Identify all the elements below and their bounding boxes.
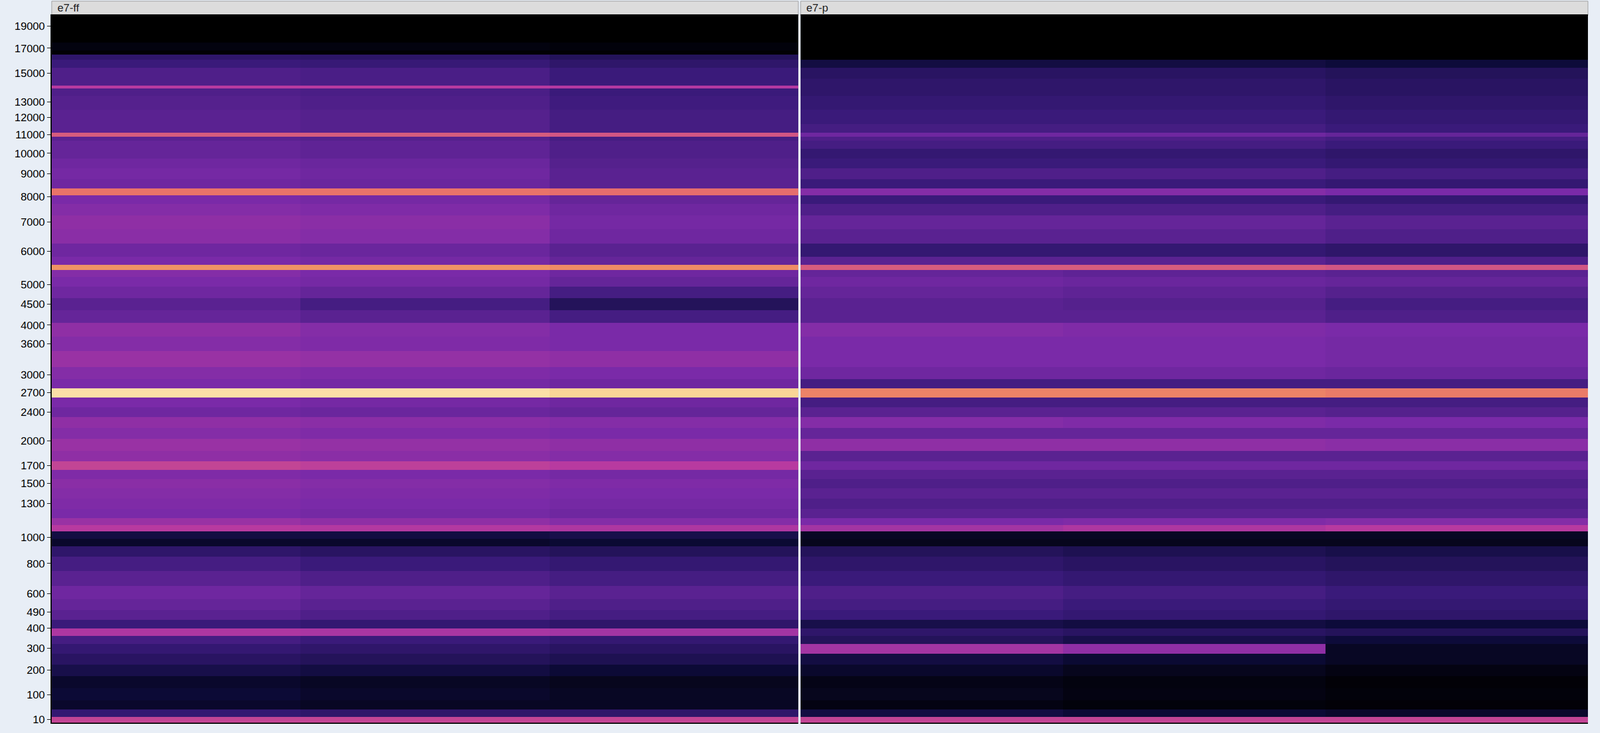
- svg-text:1300: 1300: [20, 497, 45, 510]
- svg-text:5000: 5000: [20, 278, 45, 291]
- svg-text:600: 600: [26, 587, 45, 600]
- svg-text:2400: 2400: [20, 406, 45, 419]
- svg-text:1700: 1700: [20, 459, 45, 472]
- svg-text:19000: 19000: [14, 20, 45, 33]
- svg-text:17000: 17000: [14, 42, 45, 55]
- svg-text:e7-p: e7-p: [806, 1, 829, 14]
- svg-text:10: 10: [32, 713, 45, 726]
- svg-text:4000: 4000: [20, 319, 45, 332]
- svg-text:2000: 2000: [20, 434, 45, 447]
- svg-text:800: 800: [26, 557, 45, 570]
- svg-text:9000: 9000: [20, 167, 45, 180]
- svg-text:3000: 3000: [20, 368, 45, 381]
- svg-text:13000: 13000: [14, 95, 45, 108]
- svg-text:200: 200: [26, 663, 45, 676]
- svg-text:2700: 2700: [20, 386, 45, 399]
- svg-text:100: 100: [26, 688, 45, 701]
- svg-text:7000: 7000: [20, 215, 45, 228]
- svg-text:e7-ff: e7-ff: [57, 1, 80, 14]
- svg-text:10000: 10000: [14, 147, 45, 160]
- svg-text:300: 300: [26, 642, 45, 655]
- svg-text:6000: 6000: [20, 245, 45, 258]
- svg-text:490: 490: [26, 605, 45, 618]
- svg-text:400: 400: [26, 621, 45, 635]
- svg-text:1000: 1000: [20, 531, 45, 544]
- svg-text:12000: 12000: [14, 111, 45, 124]
- svg-text:15000: 15000: [14, 67, 45, 80]
- svg-text:3600: 3600: [20, 337, 45, 350]
- svg-text:8000: 8000: [20, 190, 45, 203]
- svg-text:4500: 4500: [20, 298, 45, 311]
- svg-text:11000: 11000: [15, 128, 45, 141]
- svg-text:1500: 1500: [20, 477, 45, 490]
